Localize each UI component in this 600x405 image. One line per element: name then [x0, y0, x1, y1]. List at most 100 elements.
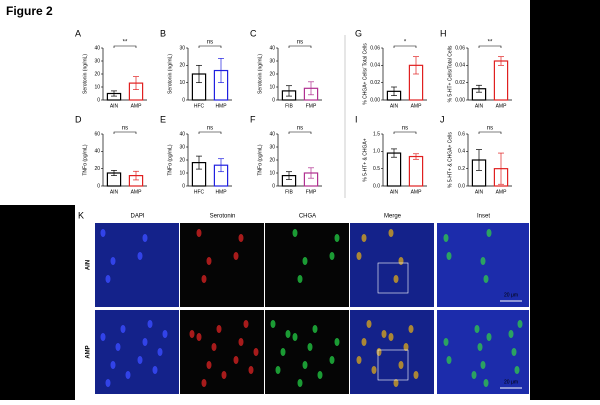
x-tick-label: FIB [285, 189, 293, 195]
cell-signal [334, 338, 340, 346]
cell-signal [142, 234, 148, 242]
significance-bracket [288, 45, 312, 48]
bar [386, 152, 402, 187]
cell-signal [393, 379, 399, 387]
bar [408, 155, 424, 187]
x-tick-label: AMP [496, 103, 508, 109]
cell-signal [381, 330, 387, 338]
significance-label: ** [488, 40, 493, 46]
row-label: AIN [86, 260, 92, 270]
cell-signal [201, 379, 207, 387]
cell-signal [514, 366, 520, 374]
panel-letter: K [78, 210, 84, 220]
cell-signal [142, 338, 148, 346]
panel-letter: E [160, 114, 166, 124]
scale-bar-label: 20 μm [504, 292, 518, 298]
x-tick-label: AIN [390, 189, 399, 195]
x-tick-label: AIN [475, 103, 484, 109]
cell-signal [297, 379, 303, 387]
cell-signal [371, 366, 377, 374]
cell-signal [233, 252, 239, 260]
column-label: Inset [477, 214, 490, 220]
y-tick-label: 20 [179, 63, 185, 69]
y-tick-label: 40 [269, 45, 275, 51]
bar [493, 60, 509, 101]
y-tick-label: 10 [269, 84, 275, 90]
y-tick-label: 0.04 [370, 63, 380, 69]
x-tick-label: AMP [496, 189, 508, 195]
y-tick-label: 0 [97, 97, 100, 103]
y-tick-label: 40 [94, 45, 100, 51]
cell-signal [115, 343, 121, 351]
y-axis-label: % 5-HT+ & CHGA+ Cells [447, 132, 453, 188]
cell-signal [376, 348, 382, 356]
cell-signal [201, 275, 207, 283]
panel-letter: C [250, 28, 257, 38]
x-tick-label: FMP [306, 189, 317, 195]
column-label: Serotonin [210, 214, 236, 220]
x-tick-label: FIB [285, 103, 293, 109]
significance-bracket [478, 131, 502, 134]
cell-signal [302, 361, 308, 369]
panel-letter: H [440, 28, 447, 38]
column-label: Merge [384, 214, 402, 220]
y-tick-label: 20 [269, 71, 275, 77]
y-tick-label: 0.02 [455, 80, 465, 86]
cell-signal [152, 366, 158, 374]
x-tick-label: FMP [306, 103, 317, 109]
y-tick-label: 20 [179, 157, 185, 163]
y-axis-label: % 5-HT+ & CHGA+ [362, 138, 368, 181]
y-tick-label: 1.5 [373, 131, 380, 137]
significance-label: ** [123, 40, 128, 46]
y-tick-label: 0.0 [458, 183, 465, 189]
cell-signal [110, 361, 116, 369]
inset-box [377, 349, 409, 381]
border [530, 0, 600, 400]
cell-signal [393, 275, 399, 283]
y-tick-label: 0.04 [455, 63, 465, 69]
y-tick-label: 0 [182, 97, 185, 103]
y-tick-label: 1.0 [373, 149, 380, 155]
x-tick-label: HFC [194, 189, 205, 195]
x-tick-label: HMP [215, 103, 227, 109]
inset-box [377, 262, 409, 294]
cell-signal [329, 252, 335, 260]
cell-signal [408, 325, 414, 333]
cell-signal [517, 320, 523, 328]
cell-signal [413, 371, 419, 379]
x-tick-label: AMP [131, 103, 143, 109]
y-tick-label: 40 [94, 149, 100, 155]
y-tick-label: 0.02 [370, 80, 380, 86]
significance-bracket [113, 131, 137, 134]
column-label: CHGA [299, 214, 316, 220]
y-axis-label: TNFα (pg/mL) [167, 144, 173, 176]
significance-label: * [404, 40, 407, 46]
cell-signal [162, 330, 168, 338]
cell-signal [317, 371, 323, 379]
y-tick-label: 30 [179, 144, 185, 150]
row-label: AMP [86, 345, 92, 358]
cell-signal [302, 257, 308, 265]
cell-signal [486, 229, 492, 237]
cell-signal [480, 361, 486, 369]
cell-signal [388, 229, 394, 237]
y-tick-label: 40 [179, 131, 185, 137]
cell-signal [110, 257, 116, 265]
cell-signal [253, 348, 259, 356]
y-axis-label: Serotonin (ng/mL) [82, 54, 88, 94]
significance-bracket [113, 45, 137, 48]
x-tick-label: AIN [110, 189, 119, 195]
cell-signal [100, 333, 106, 341]
y-tick-label: 0 [97, 183, 100, 189]
y-axis-label: TNFα (pg/mL) [82, 144, 88, 176]
y-tick-label: 0.5 [373, 166, 380, 172]
cell-signal [329, 356, 335, 364]
panel-letter: D [75, 114, 82, 124]
cell-signal [398, 361, 404, 369]
y-tick-label: 30 [94, 58, 100, 64]
cell-signal [243, 320, 249, 328]
cell-signal [388, 333, 394, 341]
x-tick-label: AIN [110, 103, 119, 109]
significance-label: ns [207, 40, 213, 46]
cell-signal [275, 366, 281, 374]
